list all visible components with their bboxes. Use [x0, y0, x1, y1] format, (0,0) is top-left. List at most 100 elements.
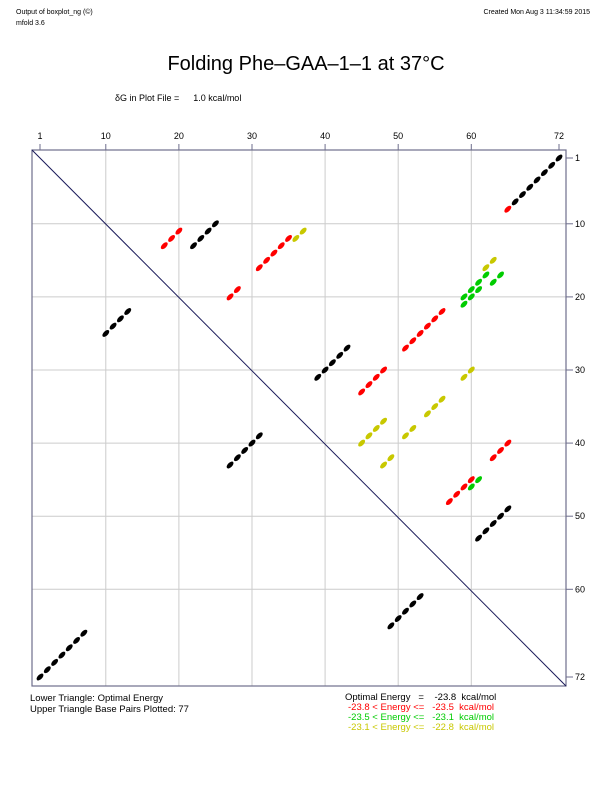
base-pair-dot — [197, 234, 205, 242]
base-pair-dot — [255, 432, 263, 440]
base-pair-dot — [431, 403, 439, 410]
base-pair-dot — [211, 220, 219, 228]
base-pair-dot — [416, 593, 424, 601]
base-pair-dot — [248, 439, 256, 447]
base-pair-dot — [65, 644, 73, 652]
y-tick-label: 30 — [575, 365, 585, 375]
base-pair-dot — [409, 600, 417, 608]
base-pair-dot — [467, 483, 475, 491]
base-pair-dot — [519, 191, 526, 198]
base-pair-dot — [475, 278, 483, 286]
base-pair-dot — [416, 329, 424, 337]
base-pair-dot — [116, 315, 124, 323]
base-pair-dot — [168, 234, 176, 242]
base-pair-dot — [504, 505, 512, 513]
base-pair-dot — [270, 249, 278, 257]
base-pair-dot — [423, 322, 431, 330]
base-pair-dot — [402, 344, 409, 352]
base-pair-dot — [555, 154, 563, 162]
y-tick-label: 60 — [575, 584, 585, 594]
base-pair-dot — [475, 286, 483, 294]
base-pair-dot — [80, 629, 88, 637]
x-tick-label: 40 — [320, 131, 330, 141]
base-pair-dot — [482, 271, 490, 279]
base-pair-dot — [460, 373, 468, 381]
base-pair-dot — [511, 198, 519, 206]
base-pair-dot — [241, 446, 249, 454]
base-pair-dot — [233, 454, 241, 462]
base-pair-dot — [175, 227, 183, 235]
base-pair-dot — [445, 498, 453, 506]
base-pair-dot — [526, 183, 534, 191]
x-tick-label: 20 — [174, 131, 184, 141]
base-pair-dot — [226, 293, 234, 301]
base-pair-dot — [321, 366, 329, 374]
base-pair-dot — [409, 425, 417, 432]
base-pair-dot — [460, 293, 468, 301]
base-pair-dot — [372, 373, 380, 381]
base-pair-dot — [358, 439, 366, 447]
base-pair-dot — [387, 454, 395, 462]
base-pair-dot — [36, 673, 44, 681]
base-pair-dot — [380, 366, 388, 374]
base-pair-dot — [285, 234, 292, 242]
base-pair-dot — [540, 169, 548, 177]
program-label: Output of boxplot_ng (©) — [16, 9, 93, 16]
base-pair-dot — [102, 329, 110, 337]
base-pair-dot — [226, 461, 234, 469]
base-pair-dot — [475, 534, 483, 542]
delta-g-text: δG in Plot File = — [115, 93, 180, 103]
optimal-energy-label: Optimal Energy = -23.8 kcal/mol — [345, 692, 497, 703]
base-pair-dot — [365, 381, 373, 389]
base-pair-dot — [438, 395, 446, 403]
base-pair-dot — [467, 366, 475, 374]
base-pair-dot — [504, 205, 512, 213]
version-label: mfold 3.6 — [16, 20, 45, 27]
base-pair-dot — [409, 337, 417, 345]
created-timestamp: Created Mon Aug 3 11:34:59 2015 — [483, 9, 590, 16]
base-pair-dot — [109, 322, 117, 330]
base-pair-dot — [548, 161, 556, 169]
base-pair-dot — [438, 308, 446, 315]
base-pair-dot — [489, 278, 497, 286]
base-pair-dot — [489, 454, 497, 462]
energy-range-green: -23.5 < Energy <= -23.1 kcal/mol — [348, 712, 495, 723]
y-tick-label: 72 — [575, 672, 585, 682]
base-pair-dot — [204, 227, 212, 235]
base-pair-dot — [431, 315, 439, 323]
lower-triangle-label: Lower Triangle: Optimal Energy — [30, 693, 164, 704]
energy-legend: Optimal Energy = -23.8 kcal/mol -23.8 < … — [345, 693, 496, 733]
base-pair-dot — [233, 286, 241, 294]
base-pair-dot — [160, 242, 168, 250]
base-pair-dot — [497, 512, 504, 520]
y-tick-label: 20 — [575, 292, 585, 302]
base-pair-dot — [423, 410, 431, 418]
base-pair-dot — [467, 286, 475, 294]
base-pair-dot — [533, 176, 541, 184]
energy-range-yellow: -23.1 < Energy <= -22.8 kcal/mol — [348, 722, 495, 733]
base-pair-dot — [73, 637, 80, 644]
base-pair-dot — [58, 651, 66, 659]
x-tick-label: 72 — [554, 131, 564, 141]
base-pair-dot — [380, 417, 388, 425]
base-pair-dot — [292, 234, 300, 242]
base-pair-dot — [467, 476, 475, 484]
legend-left: Lower Triangle: Optimal Energy Upper Tri… — [30, 693, 189, 715]
x-tick-label: 30 — [247, 131, 257, 141]
x-tick-label: 60 — [466, 131, 476, 141]
delta-g-label: δG in Plot File = 1.0 kcal/mol — [115, 93, 241, 103]
base-pair-dot — [51, 658, 59, 666]
base-pair-dot — [255, 264, 263, 272]
base-pair-dot — [43, 666, 51, 674]
base-pair-dot — [343, 344, 351, 352]
y-tick-label: 10 — [575, 219, 585, 229]
y-tick-label: 1 — [575, 153, 580, 163]
base-pair-dot — [380, 461, 388, 469]
base-pair-dot — [402, 432, 409, 440]
base-pair-dot — [489, 256, 497, 264]
base-pair-dot — [387, 622, 395, 630]
base-pair-dot — [482, 264, 490, 272]
base-pair-dot — [482, 527, 490, 535]
base-pair-dot — [489, 520, 497, 527]
delta-g-value: 1.0 kcal/mol — [193, 93, 242, 103]
